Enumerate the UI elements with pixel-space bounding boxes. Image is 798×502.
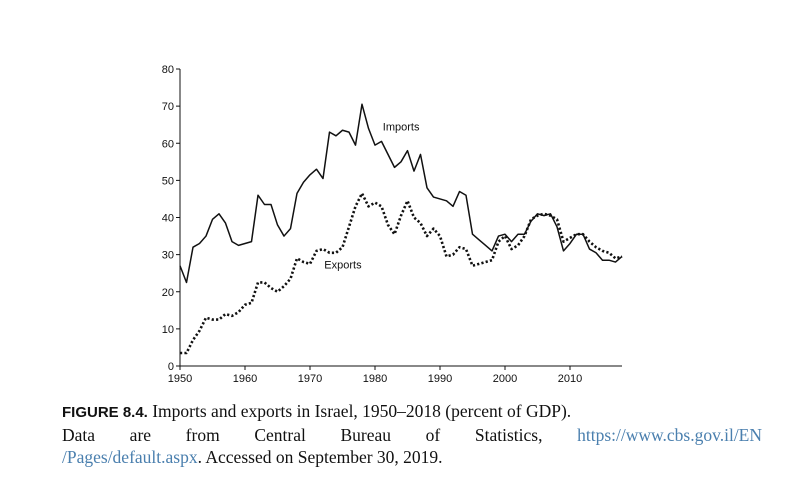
caption-source: Data are from Central Bureau of Statisti… [62,425,543,445]
x-tick-label: 1970 [298,373,322,385]
y-tick-label: 10 [162,324,174,336]
series-line-exports [180,192,623,355]
series-lines [179,103,623,355]
caption-accessed: . Accessed on September 30, 2019. [197,447,443,467]
y-tick-label: 0 [168,361,174,373]
caption-title: Imports and exports in Israel, 1950–2018… [152,401,572,421]
source-link-part-2[interactable]: /Pages/default.aspx [62,447,198,467]
y-tick-label: 80 [162,64,174,76]
y-tick-label: 40 [162,213,174,225]
y-tick-label: 70 [162,101,174,113]
x-tick-label: 1980 [363,373,387,385]
y-tick-label: 50 [162,175,174,187]
series-line-imports [179,103,623,284]
axis-ticks: 0 10 20 30 40 50 60 70 80 1950 1960 1970 1980 1990 200… [162,64,582,385]
line-chart: 0 10 20 30 40 50 60 70 80 1950 1960 1970 1980 1990 200… [162,64,623,385]
series-label-exports: Exports [324,260,362,272]
x-tick-label: 1990 [428,373,452,385]
source-link-part-1[interactable]: https://www.cbs.gov.il/EN [577,425,763,445]
caption-line-3: /Pages/default.aspx. Accessed on Septemb… [62,446,762,468]
caption-line-2: Data are from Central Bureau of Statisti… [62,424,762,446]
caption-line-1: FIGURE 8.4. Imports and exports in Israe… [62,400,762,424]
y-tick-label: 60 [162,138,174,150]
y-tick-label: 20 [162,287,174,299]
y-tick-label: 30 [162,250,174,262]
series-labels: Imports Exports [324,121,420,271]
x-tick-label: 2010 [558,373,582,385]
figure-label: FIGURE 8.4. [62,404,148,421]
x-tick-label: 2000 [493,373,517,385]
series-label-imports: Imports [383,121,420,133]
x-tick-label: 1950 [168,373,192,385]
x-tick-label: 1960 [233,373,257,385]
chart-axes [179,69,622,367]
figure-caption: FIGURE 8.4. Imports and exports in Israe… [62,400,762,468]
